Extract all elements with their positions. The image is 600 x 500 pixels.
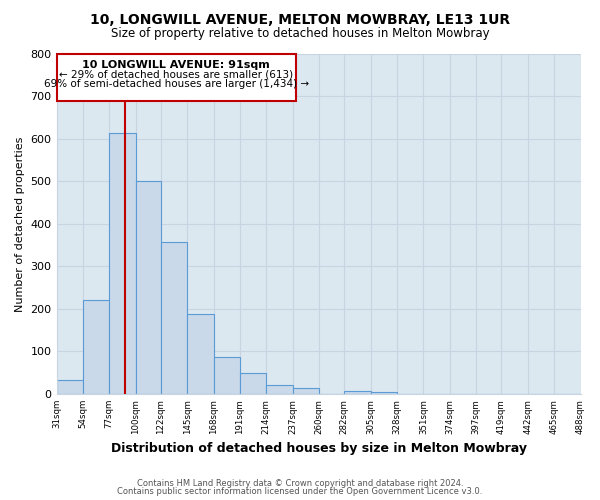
Text: 69% of semi-detached houses are larger (1,434) →: 69% of semi-detached houses are larger (… [44, 80, 309, 90]
Text: Contains public sector information licensed under the Open Government Licence v3: Contains public sector information licen… [118, 487, 482, 496]
Bar [109, 133, 136, 394]
Bar [187, 314, 214, 394]
Bar [136, 182, 161, 394]
Bar [214, 356, 240, 394]
Text: Size of property relative to detached houses in Melton Mowbray: Size of property relative to detached ho… [110, 28, 490, 40]
Bar [56, 54, 296, 100]
Text: 10, LONGWILL AVENUE, MELTON MOWBRAY, LE13 1UR: 10, LONGWILL AVENUE, MELTON MOWBRAY, LE1… [90, 12, 510, 26]
Bar [56, 380, 83, 394]
X-axis label: Distribution of detached houses by size in Melton Mowbray: Distribution of detached houses by size … [110, 442, 527, 455]
Bar [240, 372, 266, 394]
Bar [344, 390, 371, 394]
Bar [161, 242, 187, 394]
Bar [293, 388, 319, 394]
Text: 10 LONGWILL AVENUE: 91sqm: 10 LONGWILL AVENUE: 91sqm [82, 60, 270, 70]
Bar [371, 392, 397, 394]
Text: ← 29% of detached houses are smaller (613): ← 29% of detached houses are smaller (61… [59, 70, 293, 80]
Text: Contains HM Land Registry data © Crown copyright and database right 2024.: Contains HM Land Registry data © Crown c… [137, 478, 463, 488]
Bar [83, 300, 109, 394]
Bar [266, 384, 293, 394]
Y-axis label: Number of detached properties: Number of detached properties [15, 136, 25, 312]
